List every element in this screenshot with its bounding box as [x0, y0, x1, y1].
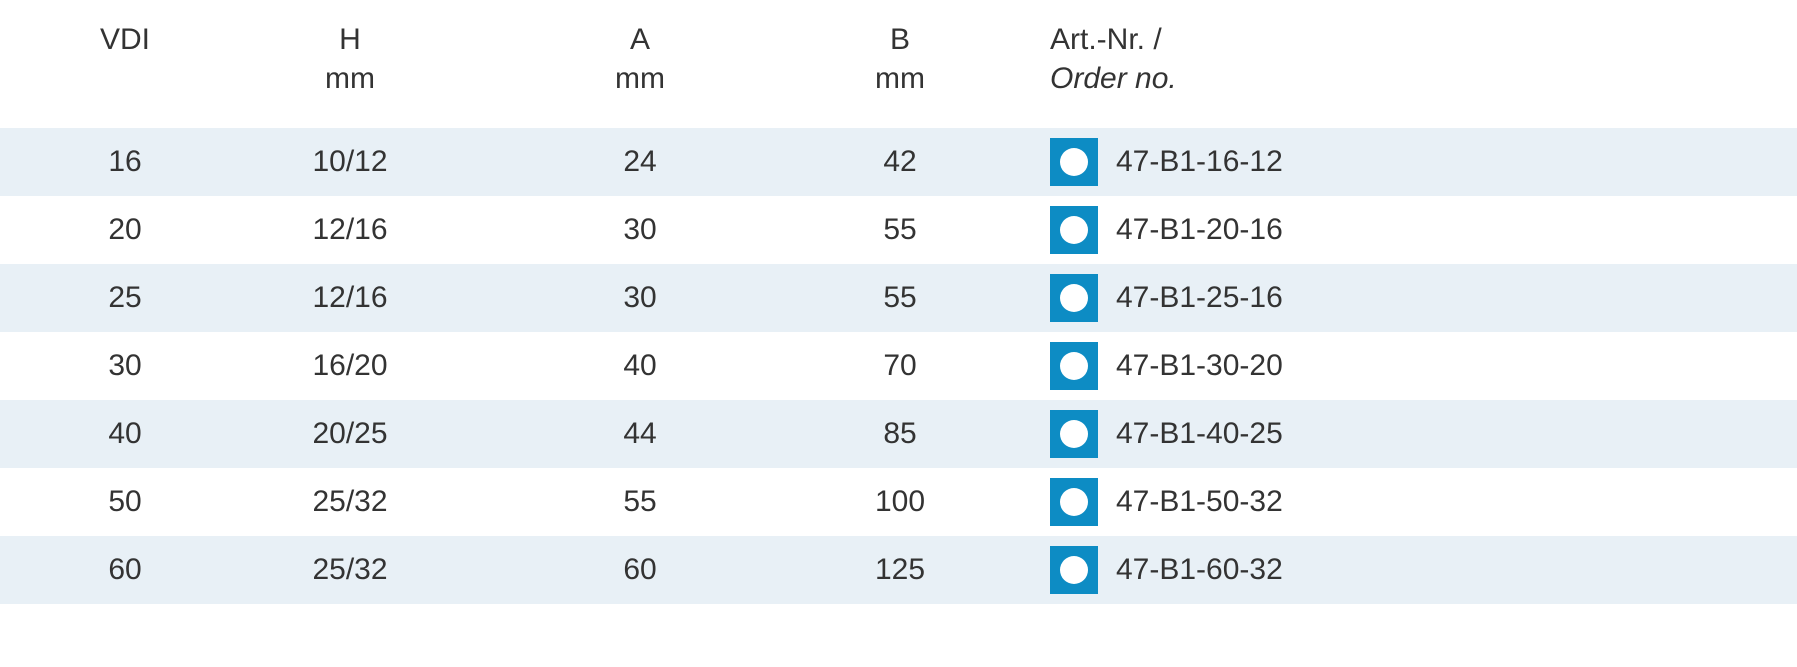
cell-a: 60 [500, 553, 780, 587]
cell-h: 16/20 [200, 349, 500, 383]
column-header-vdi: VDI [0, 20, 200, 98]
circle-icon [1060, 556, 1088, 584]
cell-order: 47-B1-25-16 [1020, 274, 1620, 322]
header-unit: mm [780, 59, 1020, 98]
cell-b: 55 [780, 213, 1020, 247]
cell-order: 47-B1-16-12 [1020, 138, 1620, 186]
cell-order: 47-B1-50-32 [1020, 478, 1620, 526]
table-row: 30 16/20 40 70 47-B1-30-20 [0, 332, 1797, 400]
cell-h: 12/16 [200, 213, 500, 247]
column-header-order: Art.-Nr. / Order no. [1020, 20, 1620, 98]
cell-order: 47-B1-60-32 [1020, 546, 1620, 594]
cell-vdi: 60 [0, 553, 200, 587]
order-number: 47-B1-60-32 [1116, 553, 1283, 587]
cell-vdi: 40 [0, 417, 200, 451]
circle-icon [1060, 352, 1088, 380]
cell-a: 24 [500, 145, 780, 179]
cell-h: 25/32 [200, 553, 500, 587]
column-header-h: H mm [200, 20, 500, 98]
cell-order: 47-B1-30-20 [1020, 342, 1620, 390]
cell-h: 10/12 [200, 145, 500, 179]
header-label: B [890, 23, 910, 56]
order-number: 47-B1-50-32 [1116, 485, 1283, 519]
cell-a: 55 [500, 485, 780, 519]
cell-vdi: 25 [0, 281, 200, 315]
circle-icon [1060, 216, 1088, 244]
cell-b: 70 [780, 349, 1020, 383]
circle-icon [1060, 488, 1088, 516]
cell-vdi: 16 [0, 145, 200, 179]
column-header-a: A mm [500, 20, 780, 98]
circle-icon [1060, 284, 1088, 312]
circle-icon [1060, 148, 1088, 176]
cell-h: 25/32 [200, 485, 500, 519]
order-badge-icon [1050, 546, 1098, 594]
cell-vdi: 20 [0, 213, 200, 247]
cell-vdi: 50 [0, 485, 200, 519]
cell-b: 55 [780, 281, 1020, 315]
table-row: 16 10/12 24 42 47-B1-16-12 [0, 128, 1797, 196]
specifications-table: VDI H mm A mm B mm Art.-Nr. / Order no. … [0, 0, 1797, 604]
order-number: 47-B1-30-20 [1116, 349, 1283, 383]
order-badge-icon [1050, 410, 1098, 458]
cell-order: 47-B1-40-25 [1020, 410, 1620, 458]
order-number: 47-B1-16-12 [1116, 145, 1283, 179]
order-badge-icon [1050, 274, 1098, 322]
header-unit: mm [500, 59, 780, 98]
table-row: 25 12/16 30 55 47-B1-25-16 [0, 264, 1797, 332]
cell-b: 42 [780, 145, 1020, 179]
order-badge-icon [1050, 478, 1098, 526]
order-number: 47-B1-20-16 [1116, 213, 1283, 247]
order-number: 47-B1-25-16 [1116, 281, 1283, 315]
cell-a: 30 [500, 213, 780, 247]
header-unit: mm [200, 59, 500, 98]
table-row: 50 25/32 55 100 47-B1-50-32 [0, 468, 1797, 536]
order-badge-icon [1050, 206, 1098, 254]
header-label: Art.-Nr. / [1050, 23, 1162, 56]
header-label: VDI [100, 23, 150, 56]
cell-h: 20/25 [200, 417, 500, 451]
cell-b: 125 [780, 553, 1020, 587]
header-label: A [630, 23, 650, 56]
order-badge-icon [1050, 138, 1098, 186]
cell-b: 85 [780, 417, 1020, 451]
table-header-row: VDI H mm A mm B mm Art.-Nr. / Order no. [0, 0, 1797, 128]
cell-b: 100 [780, 485, 1020, 519]
order-number: 47-B1-40-25 [1116, 417, 1283, 451]
cell-a: 40 [500, 349, 780, 383]
header-label: H [339, 23, 361, 56]
cell-a: 44 [500, 417, 780, 451]
table-row: 40 20/25 44 85 47-B1-40-25 [0, 400, 1797, 468]
cell-h: 12/16 [200, 281, 500, 315]
cell-order: 47-B1-20-16 [1020, 206, 1620, 254]
table-row: 20 12/16 30 55 47-B1-20-16 [0, 196, 1797, 264]
table-row: 60 25/32 60 125 47-B1-60-32 [0, 536, 1797, 604]
header-sublabel: Order no. [1050, 59, 1620, 98]
cell-a: 30 [500, 281, 780, 315]
cell-vdi: 30 [0, 349, 200, 383]
column-header-b: B mm [780, 20, 1020, 98]
order-badge-icon [1050, 342, 1098, 390]
circle-icon [1060, 420, 1088, 448]
